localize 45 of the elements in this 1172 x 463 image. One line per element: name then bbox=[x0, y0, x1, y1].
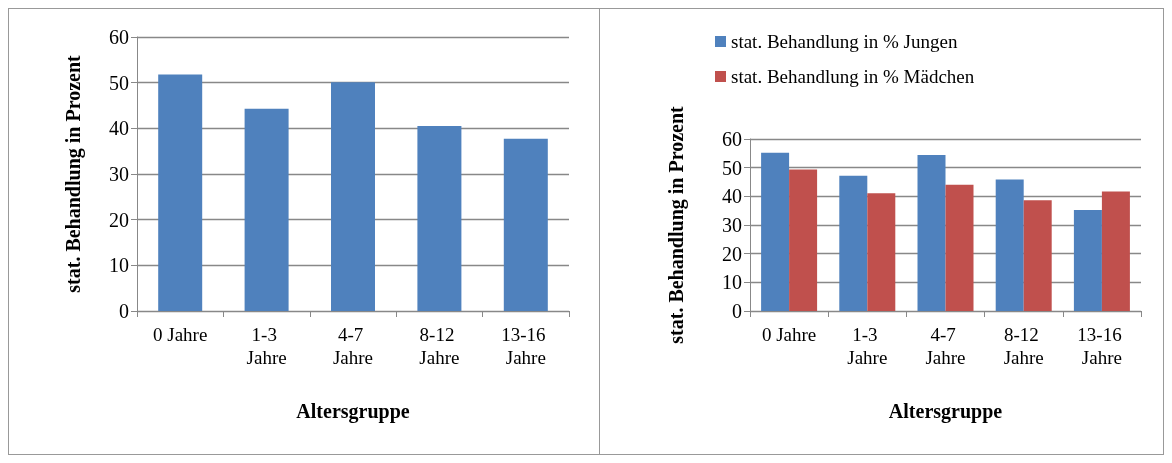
y-tick-label: 20 bbox=[109, 208, 129, 231]
x-tick-label: 8-12 Jahre bbox=[1003, 324, 1044, 368]
bar bbox=[158, 74, 203, 311]
bar bbox=[867, 193, 896, 311]
x-tick-label: 4-7 Jahre bbox=[332, 324, 374, 368]
y-axis-title: stat. Behandlung in Prozent bbox=[62, 54, 85, 293]
bar bbox=[1023, 200, 1052, 311]
bar bbox=[761, 152, 790, 311]
bar bbox=[995, 179, 1024, 311]
bar bbox=[331, 82, 375, 311]
x-tick-label: 1-3 Jahre bbox=[847, 324, 888, 368]
y-tick-label: 40 bbox=[109, 117, 129, 140]
bar bbox=[417, 126, 462, 311]
x-tick-label: 13-16 Jahre bbox=[1077, 324, 1127, 368]
y-tick-label: 40 bbox=[722, 185, 742, 208]
bar bbox=[917, 155, 946, 311]
y-tick-label: 30 bbox=[109, 163, 129, 185]
bar bbox=[789, 169, 818, 311]
x-tick-label: 8-12 Jahre bbox=[419, 324, 460, 368]
y-tick-label: 60 bbox=[722, 128, 742, 150]
x-tick-label: 13-16 Jahre bbox=[501, 324, 551, 368]
x-tick-label: 0 Jahre bbox=[153, 324, 208, 345]
x-axis-title: Altersgruppe bbox=[296, 400, 410, 423]
y-tick-label: 0 bbox=[732, 300, 742, 322]
bar bbox=[839, 175, 868, 311]
x-tick-label: 4-7 Jahre bbox=[925, 324, 966, 368]
y-tick-label: 50 bbox=[722, 156, 742, 179]
y-tick-label: 0 bbox=[119, 300, 129, 322]
y-tick-label: 10 bbox=[722, 271, 742, 294]
y-axis-title: stat. Behandlung in Prozent bbox=[665, 105, 688, 344]
bar bbox=[1101, 191, 1130, 311]
bar bbox=[1073, 210, 1102, 311]
x-tick-label: 0 Jahre bbox=[761, 324, 817, 345]
bar bbox=[503, 138, 548, 311]
y-tick-label: 10 bbox=[109, 254, 129, 277]
bar bbox=[945, 184, 974, 311]
y-tick-label: 30 bbox=[722, 214, 742, 236]
y-tick-label: 60 bbox=[109, 26, 129, 48]
legend-label: stat. Behandlung in % Jungen bbox=[731, 31, 958, 52]
legend-label: stat. Behandlung in % Mädchen bbox=[731, 66, 975, 87]
x-tick-label: 1-3 Jahre bbox=[246, 324, 287, 368]
y-tick-label: 50 bbox=[109, 71, 129, 94]
bar bbox=[244, 108, 289, 311]
x-axis-title: Altersgruppe bbox=[888, 400, 1003, 423]
y-tick-label: 20 bbox=[722, 242, 742, 265]
